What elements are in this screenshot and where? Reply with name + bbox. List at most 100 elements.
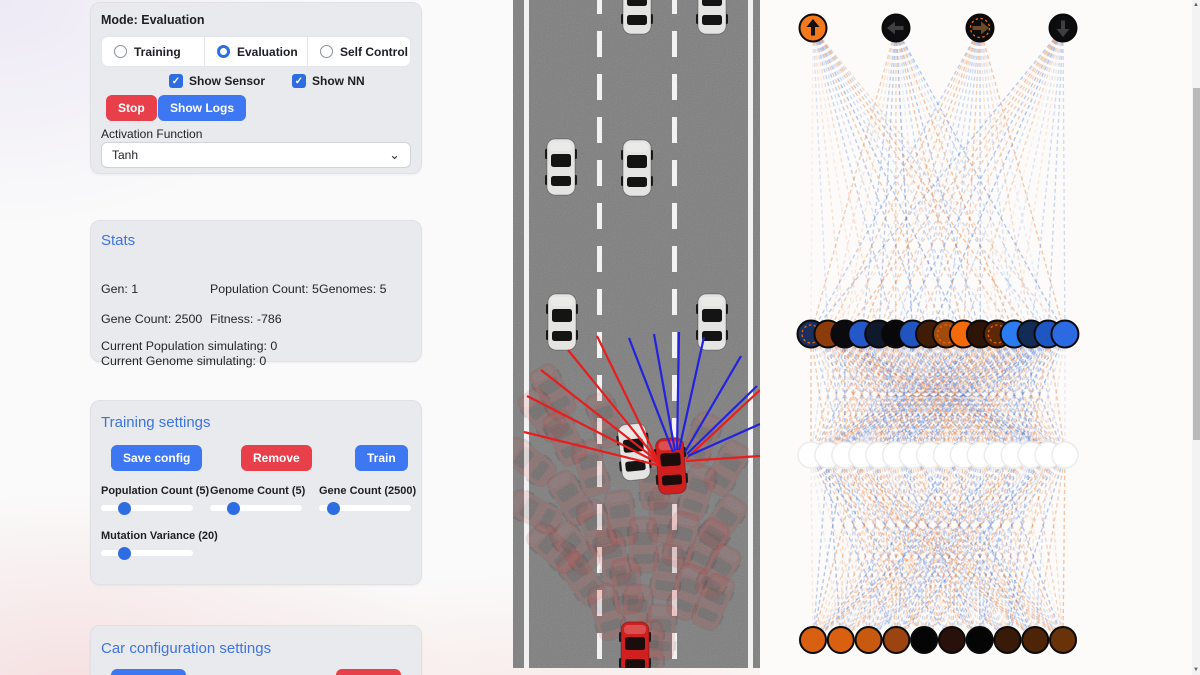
mode-radio-group: Training Evaluation Self Control — [101, 36, 411, 67]
nn-connection — [861, 333, 998, 456]
stat-fitness: Fitness: -786 — [210, 312, 282, 326]
stop-button[interactable]: Stop — [106, 95, 157, 121]
nn-connection — [827, 454, 897, 641]
nn-connection — [923, 454, 998, 641]
nn-connection — [827, 27, 1064, 335]
nn-connection — [996, 454, 1009, 641]
activation-function-select[interactable]: Tanh ⌄ — [101, 142, 411, 168]
nn-connection — [912, 333, 1066, 456]
nn-connection — [979, 454, 1049, 641]
nn-connection — [827, 333, 981, 456]
slider-thumb[interactable] — [326, 501, 340, 515]
nn-connection — [894, 454, 925, 641]
slider-population-count[interactable] — [101, 501, 193, 515]
nn-connection — [895, 333, 1049, 456]
nn-connection — [844, 454, 953, 641]
radio-dot-icon[interactable] — [114, 45, 127, 58]
save-config-button[interactable]: Save config — [111, 445, 203, 471]
nn-connection — [895, 333, 964, 456]
nn-connection — [812, 454, 931, 641]
sensor-ray-blue — [677, 336, 706, 451]
nn-connection — [895, 454, 1009, 641]
slider-label: Gene Count (2500) — [319, 485, 417, 497]
slider-genome-count[interactable] — [210, 501, 302, 515]
slider-thumb[interactable] — [227, 501, 240, 515]
remove-button[interactable]: Remove — [241, 445, 312, 471]
nn-connection — [911, 333, 931, 456]
nn-connection — [1062, 454, 1066, 641]
nn-connection — [912, 333, 1066, 456]
nn-connection — [827, 333, 1015, 456]
nn-connection — [840, 454, 1015, 641]
nn-connection — [1013, 333, 1066, 456]
checkbox-icon[interactable]: ✓ — [292, 74, 306, 88]
arrow-left-icon — [887, 21, 904, 35]
checkbox-show-nn[interactable]: ✓ Show NN — [292, 74, 365, 88]
nn-connection — [812, 27, 897, 335]
nn-connection — [878, 333, 998, 456]
radio-training[interactable]: Training — [102, 37, 204, 66]
nn-connection — [810, 333, 880, 456]
nn-connection — [1030, 454, 1064, 641]
nn-connection — [923, 454, 948, 641]
sensor-ray-blue — [652, 333, 677, 452]
nn-connection — [979, 27, 1066, 335]
ghost-car — [609, 557, 645, 615]
slider-mutation-variance[interactable] — [101, 546, 193, 560]
scroll-up-icon[interactable]: ▲ — [1193, 2, 1199, 8]
nn-connection — [861, 333, 1049, 456]
show-logs-button[interactable]: Show Logs — [158, 95, 246, 121]
nn-connection — [868, 454, 1066, 641]
nn-connection — [812, 27, 948, 335]
nn-connection — [928, 333, 1032, 456]
checkbox-icon[interactable]: ✓ — [169, 74, 183, 88]
nn-connection — [844, 333, 914, 456]
ghost-car — [587, 582, 627, 642]
radio-evaluation[interactable]: Evaluation — [204, 37, 307, 66]
nn-connection — [895, 27, 948, 335]
car-config-blue-button[interactable] — [111, 669, 186, 675]
nn-connection — [827, 333, 914, 456]
car-config-red-button[interactable] — [336, 669, 401, 675]
activation-function-value: Tanh — [112, 148, 139, 162]
nn-connection — [928, 333, 948, 456]
nn-connection — [810, 27, 981, 335]
page-scrollbar[interactable]: ▲ ▼ — [1192, 0, 1200, 675]
nn-connection — [929, 333, 1049, 456]
slider-thumb[interactable] — [118, 501, 131, 515]
checkbox-label: Show Sensor — [189, 74, 266, 88]
nn-connection — [928, 333, 998, 456]
nn-connection — [923, 454, 1032, 641]
nn-connection — [928, 454, 1064, 641]
slider-gene-count[interactable] — [319, 501, 411, 515]
radio-dot-icon[interactable] — [217, 45, 230, 58]
nn-connection — [895, 333, 1015, 456]
nn-connection — [840, 454, 1049, 641]
slider-thumb[interactable] — [118, 546, 131, 560]
nn-connection — [810, 333, 947, 456]
agent-car — [653, 437, 689, 495]
nn-connection — [810, 454, 814, 641]
nn-connection — [1030, 333, 1049, 456]
nn-connection — [844, 333, 964, 456]
ghost-car — [627, 516, 659, 574]
radio-self-control[interactable]: Self Control — [307, 37, 410, 66]
nn-connection — [996, 333, 1066, 456]
nn-connection — [827, 27, 981, 335]
nn-connection — [895, 27, 998, 335]
sensor-ray-red — [523, 430, 662, 468]
nn-connection — [912, 333, 1049, 456]
nn-connection — [1006, 454, 1066, 641]
train-button[interactable]: Train — [355, 445, 408, 471]
ghost-car — [529, 363, 577, 421]
nn-connection — [1013, 454, 1064, 641]
nn-connection — [812, 454, 880, 641]
scroll-down-icon[interactable]: ▼ — [1193, 667, 1199, 673]
nn-connection — [895, 27, 965, 335]
nn-connection — [840, 454, 880, 641]
nn-connection — [861, 454, 870, 641]
nn-connection — [844, 333, 998, 456]
radio-dot-icon[interactable] — [320, 45, 333, 58]
checkbox-show-sensor[interactable]: ✓ Show Sensor — [169, 74, 265, 88]
scrollbar-thumb[interactable] — [1192, 88, 1200, 440]
